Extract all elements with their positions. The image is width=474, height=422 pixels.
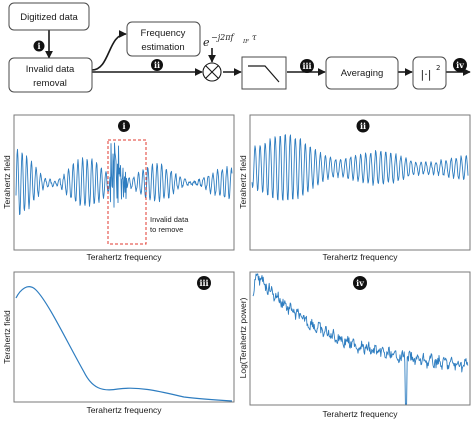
svg-text:i: i [122,121,125,131]
exponent-base: e [203,36,210,49]
invalid-data-highlight [107,139,147,245]
low-pass-filter-box [241,56,287,90]
averaging-box [325,56,399,90]
svg-text:iv: iv [456,60,464,70]
frequency-estimation-label-2: estimation [141,42,184,53]
panel-iii-xlabel: Terahertz frequency [86,405,162,415]
arrow-to-frequency-estimation [91,30,127,71]
invalid-data-label-2: removal [33,78,67,89]
abs-square-box [412,56,447,90]
svg-text:i: i [37,41,40,51]
panel-iv-frame [249,271,471,406]
panel-iv-badge: iv [353,276,367,290]
abs-square-label: |·| [421,68,432,81]
panel-iv-signal [252,273,469,405]
invalid-data-label-1: Invalid data [26,64,75,75]
flow-diagram: Digitized data Invalid data removal Freq… [8,2,471,93]
panel-ii: ii Terahertz field Terahertz frequency [238,114,471,262]
panel-iv-ylabel: Log(Terahertz power) [238,297,248,378]
panel-iv: iv Log(Terahertz power) Terahertz freque… [238,271,471,419]
mixing-exponent: e −j2πf IF τ [203,33,257,49]
svg-text:ii: ii [360,121,366,131]
panel-iii-frame [13,271,235,403]
frequency-estimation-box [126,21,201,57]
panel-ii-badge: ii [356,119,370,133]
panel-iii-ylabel: Terahertz field [2,310,12,364]
panel-ii-xlabel: Terahertz frequency [322,252,398,262]
panel-i-badge: i [118,120,130,132]
panel-i-ylabel: Terahertz field [2,155,12,209]
svg-text:iii: iii [302,61,311,71]
panel-ii-ylabel: Terahertz field [238,155,248,209]
exponent-subscript: IF [242,39,249,45]
flow-badge-iii: iii [300,59,314,73]
low-pass-filter-icon [248,65,280,83]
exponent-power: −j2πf [211,33,236,42]
panel-ii-frame [249,114,471,251]
panel-iii-signal [15,286,233,402]
panel-i: Invalid data to remove i Terahertz field… [2,114,235,262]
svg-text:iii: iii [199,278,208,288]
flow-badge-iv: iv [453,58,467,72]
frequency-estimation-label-1: Frequency [141,28,186,39]
panel-i-signal [15,142,233,215]
svg-text:iv: iv [356,278,364,288]
digitized-data-label: Digitized data [20,12,78,23]
mixer-symbol [202,62,222,82]
abs-square-power: 2 [436,64,440,72]
panel-iv-xlabel: Terahertz frequency [322,409,398,419]
flow-badge-i: i [33,40,45,52]
panel-iii-badge: iii [197,276,211,290]
panel-i-xlabel: Terahertz frequency [86,252,162,262]
invalid-data-note-1: Invalid data [150,215,189,224]
svg-text:ii: ii [154,60,160,70]
panel-ii-signal [251,134,469,201]
digitized-data-box [8,2,90,31]
flow-badge-ii: ii [151,59,163,71]
exponent-tau: τ [252,33,257,42]
invalid-data-removal-box [8,57,93,93]
averaging-label: Averaging [341,68,384,79]
invalid-data-note-2: to remove [150,225,183,234]
panel-iii: iii Terahertz field Terahertz frequency [2,271,235,415]
